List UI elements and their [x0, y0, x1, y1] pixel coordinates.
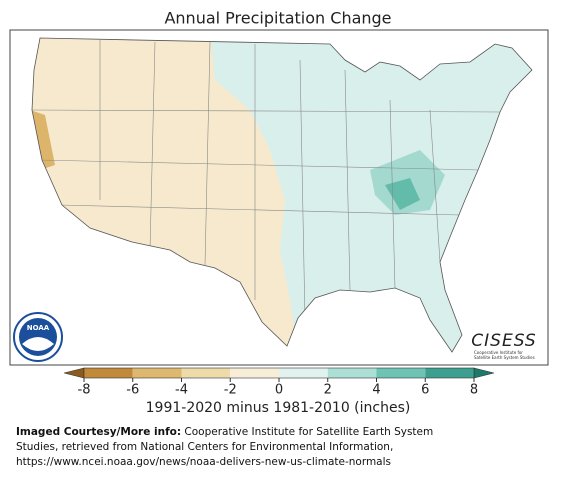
credit-line: Studies, retrieved from National Centers…: [16, 441, 394, 453]
colorbar-bin: [376, 368, 426, 378]
colorbar-under: [63, 367, 85, 379]
colorbar-tick-label: -4: [175, 383, 188, 398]
colorbar-bin: [327, 368, 377, 378]
noaa-logo: NOAA: [13, 312, 63, 362]
noaa-text: NOAA: [27, 324, 50, 332]
credit: Imaged Courtesy/More info: Cooperative I…: [16, 425, 556, 470]
colorbar-tick-label: -2: [224, 383, 237, 398]
us-outline: [31, 37, 533, 353]
colorbar-tick-label: 4: [372, 383, 380, 398]
credit-text: Cooperative Institute for Satellite Eart…: [184, 426, 434, 438]
colorbar-bin: [230, 368, 279, 378]
colorbar-tick-label: 0: [275, 383, 283, 398]
map-figure: Annual Precipitation Change NOAA CISESS …: [9, 9, 549, 416]
colorbar-tick-label: 2: [324, 383, 332, 398]
colorbar-tick-label: 8: [470, 383, 478, 398]
cisess-logo: CISESS: [471, 331, 536, 351]
noaa-gull: [22, 337, 54, 351]
credit-label: Imaged Courtesy/More info:: [16, 426, 182, 438]
colorbar-bin: [132, 368, 182, 378]
colorbar-bin: [425, 368, 474, 378]
colorbar: -8 -6 -4 -2 0 2 4 6 8: [63, 367, 495, 398]
cisess-caption: Satellite Earth System Studies: [474, 355, 535, 360]
map-title: Annual Precipitation Change: [164, 9, 391, 28]
colorbar-over: [473, 367, 495, 379]
colorbar-bin: [181, 368, 231, 378]
dry-patch: [32, 110, 55, 170]
colorbar-bin: [84, 368, 133, 378]
colorbar-tick-label: -8: [78, 383, 91, 398]
colorbar-bin: [279, 368, 328, 378]
credit-line: https://www.ncei.noaa.gov/news/noaa-deli…: [16, 456, 392, 468]
colorbar-tick-label: 6: [421, 383, 429, 398]
colorbar-tick-label: -6: [126, 383, 139, 398]
cisess-caption: Cooperative Institute for: [474, 350, 523, 355]
wet-patch: [385, 178, 420, 210]
credit-line: Imaged Courtesy/More info: Cooperative I…: [16, 425, 556, 440]
colorbar-label: 1991-2020 minus 1981-2010 (inches): [146, 400, 411, 416]
state-lines: [32, 40, 501, 321]
